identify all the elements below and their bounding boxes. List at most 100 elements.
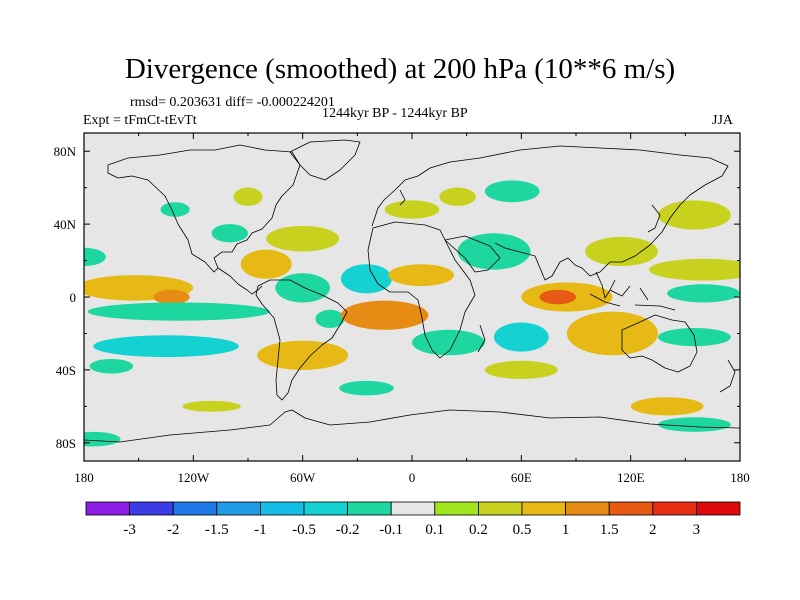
- y-tick-label: 0: [70, 290, 77, 305]
- field-blob: [340, 264, 392, 294]
- colorbar-box: [129, 501, 174, 516]
- colorbar-label: 3: [693, 522, 701, 538]
- x-tick-label: 180: [74, 470, 94, 485]
- x-tick-label: 120E: [617, 470, 645, 485]
- coast-indonesia: [589, 285, 676, 311]
- coast-japan: [647, 204, 661, 233]
- colorbar-box: [216, 501, 261, 516]
- coastlines: [84, 139, 740, 443]
- x-tick-label: 60E: [511, 470, 532, 485]
- field-blob: [484, 360, 558, 379]
- colorbar-label: -2: [167, 522, 180, 538]
- coast-madagascar: [477, 324, 486, 353]
- field-blob: [566, 311, 658, 356]
- field-blob: [233, 187, 263, 206]
- field-blob: [412, 329, 485, 356]
- coast-south-america: [255, 279, 348, 401]
- colorbar-label: 1: [562, 522, 570, 538]
- stats-label: rmsd= 0.203631 diff= -0.000224201: [130, 95, 335, 110]
- colorbar-label: -0.5: [292, 522, 316, 538]
- colorbar-box: [608, 501, 654, 516]
- field-blob: [439, 187, 476, 206]
- field-blob: [484, 180, 540, 203]
- field-blob: [182, 400, 241, 412]
- field-blob: [275, 273, 330, 303]
- field-blob: [211, 224, 248, 243]
- colorbar-label: 0.2: [469, 522, 488, 538]
- x-tick-label: 180: [730, 470, 750, 485]
- colorbar-label: 2: [649, 522, 657, 538]
- colorbar-box: [390, 501, 436, 516]
- field-blob: [457, 233, 531, 270]
- field-blob: [658, 417, 731, 432]
- field-blob: [257, 340, 349, 370]
- field-blob: [160, 202, 190, 217]
- colorbar-label: 1.5: [600, 522, 619, 538]
- colorbar-box: [696, 501, 741, 516]
- x-tick-label: 60W: [290, 470, 316, 485]
- y-tick-label: 80S: [56, 436, 76, 451]
- field-blob: [493, 322, 549, 352]
- coast-indochina: [595, 271, 616, 299]
- x-axis: 180 120W 60W 0 60E 120E 180: [74, 133, 750, 485]
- y-tick-label: 40S: [56, 363, 76, 378]
- experiment-label: Expt = tFmCt-tEvTt: [83, 113, 197, 128]
- x-tick-label: 0: [409, 470, 416, 485]
- x-tick-label: 120W: [177, 470, 210, 485]
- colorbar-label: -0.1: [379, 522, 403, 538]
- y-axis: 80N 40N 0 40S 80S: [54, 144, 740, 451]
- colorbar-label: -3: [123, 522, 136, 538]
- period-label: 1244kyr BP - 1244kyr BP: [322, 106, 468, 121]
- colorbar-label: 0.5: [513, 522, 532, 538]
- colorbar-box: [303, 501, 348, 516]
- field-blob: [340, 300, 429, 330]
- coast-africa: [367, 221, 476, 359]
- field-blob: [266, 225, 340, 252]
- colorbar-box: [565, 501, 610, 516]
- field-blob: [240, 249, 292, 279]
- field-blob: [153, 289, 190, 305]
- colorbar-label: -1: [254, 522, 267, 538]
- colorbar-box: [521, 501, 566, 516]
- season-label: JJA: [712, 113, 734, 128]
- colorbar-box: [434, 501, 479, 516]
- field-blob: [539, 289, 576, 305]
- colorbar-box: [347, 501, 392, 516]
- field-blob: [84, 247, 106, 267]
- coast-antarctica: [84, 409, 740, 443]
- coast-australia: [621, 314, 698, 373]
- field-blob: [93, 335, 239, 358]
- field-blob: [89, 358, 134, 374]
- y-tick-label: 80N: [54, 144, 77, 159]
- field-blob: [648, 258, 740, 281]
- field-blob: [667, 284, 740, 303]
- coast-british-isles: [399, 189, 406, 206]
- field-blob: [388, 264, 454, 287]
- colorbar-label: 0.1: [425, 522, 444, 538]
- coast-north-america: [107, 144, 301, 273]
- colorbar-box: [172, 501, 218, 516]
- field-blob: [339, 380, 394, 396]
- colorbar-box: [652, 501, 697, 516]
- field-blob: [384, 200, 440, 219]
- field-blob: [87, 302, 270, 321]
- colorbar-label: -0.2: [336, 522, 360, 538]
- coast-arabia: [444, 235, 501, 273]
- field-blob: [585, 236, 658, 267]
- colorbar: -3 -2 -1.5 -1 -0.5 -0.2 -0.1 0.1 0.2 0.5 1 1.5 2 3: [85, 501, 741, 538]
- coast-central-america: [217, 267, 263, 295]
- field-blob: [630, 397, 704, 416]
- field-blob: [658, 200, 731, 230]
- field-blob: [315, 309, 345, 328]
- coast-europe-asia: [371, 145, 729, 281]
- coast-greenland: [289, 139, 361, 181]
- colorbar-label: -1.5: [205, 522, 229, 538]
- y-tick-label: 40N: [54, 217, 77, 232]
- divergence-field: [84, 180, 740, 447]
- colorbar-box: [259, 501, 305, 516]
- colorbar-box: [85, 501, 130, 516]
- chart-title: Divergence (smoothed) at 200 hPa (10**6 …: [124, 53, 676, 85]
- coast-new-zealand: [719, 359, 736, 393]
- colorbar-box: [477, 501, 523, 516]
